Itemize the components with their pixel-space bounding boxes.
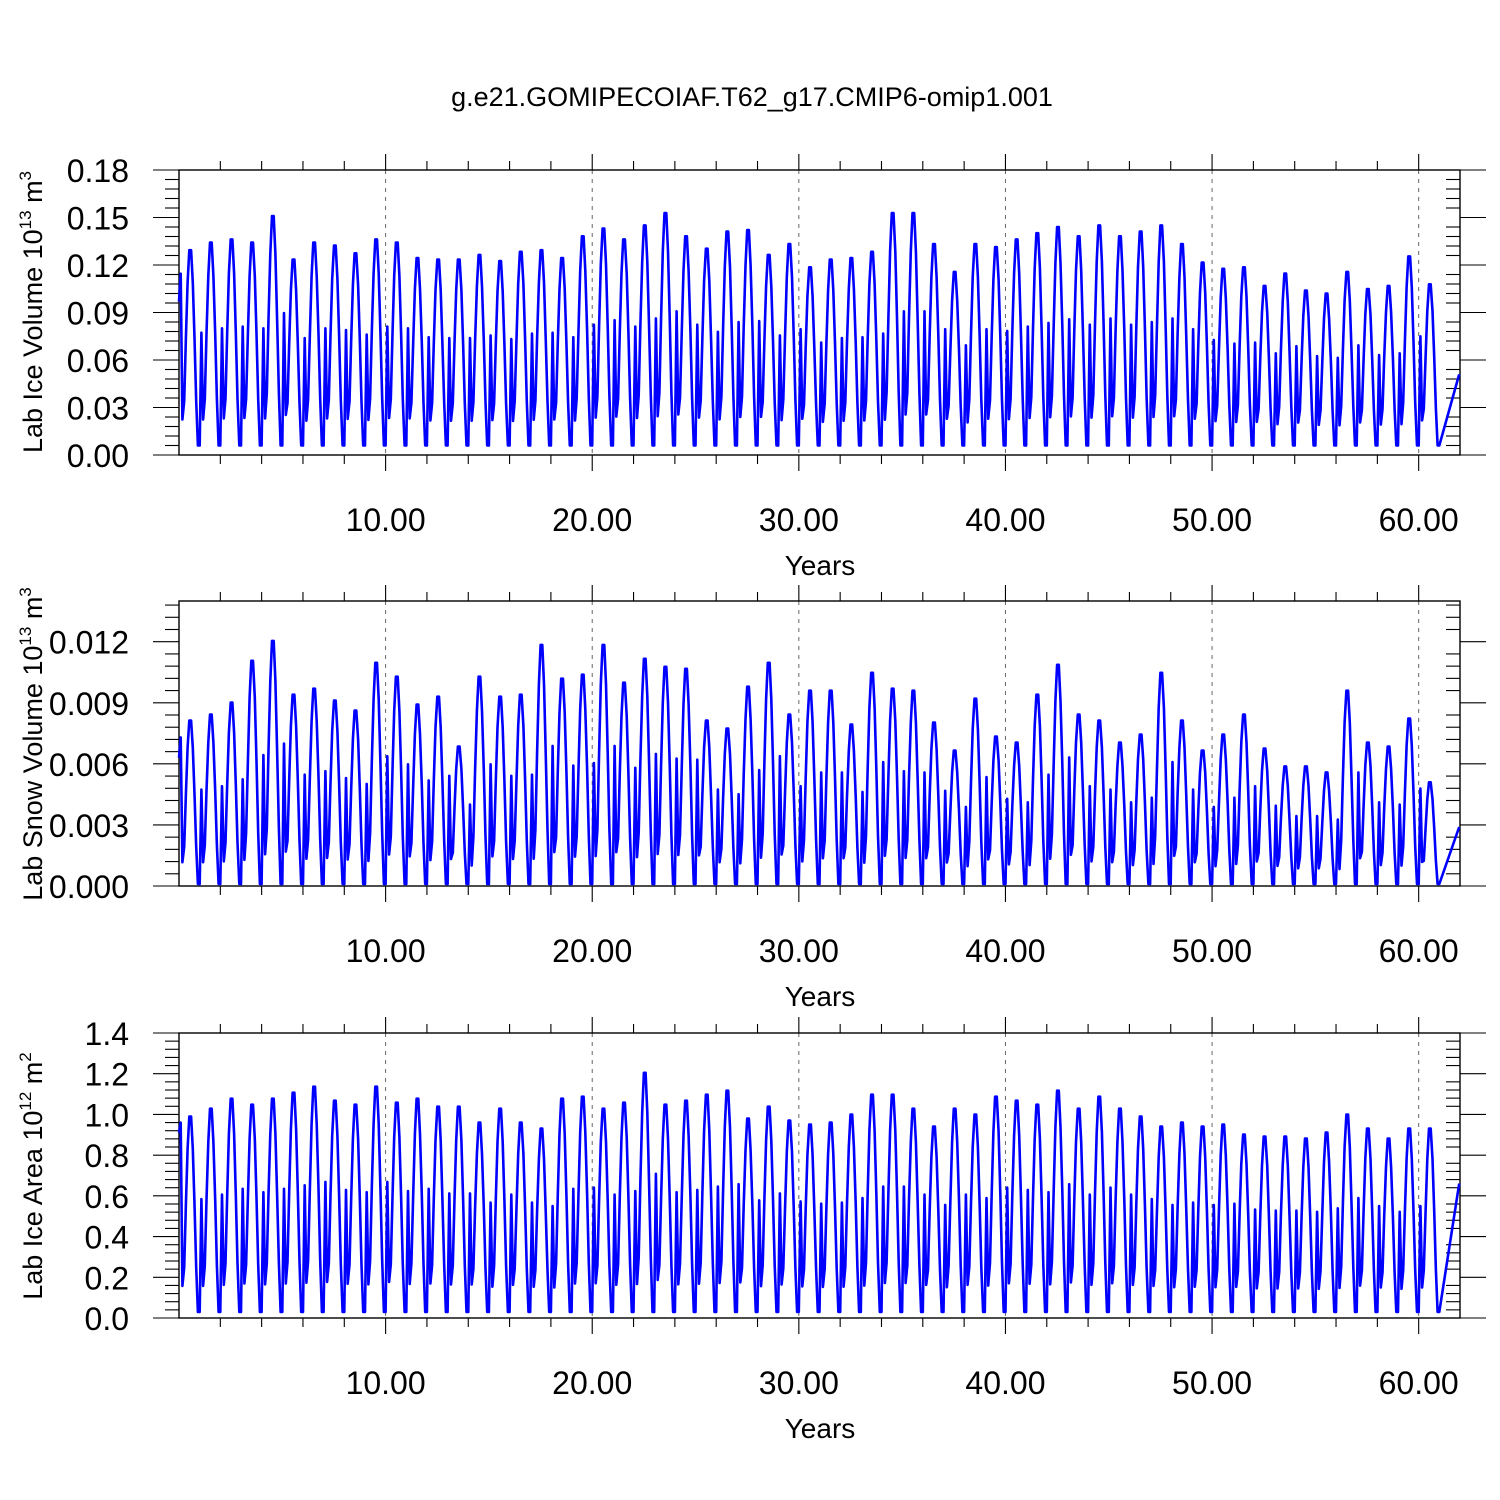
series-line	[177, 639, 1461, 886]
y-axis-title: Lab Ice Area 1012 m2	[16, 1052, 48, 1300]
y-tick-label: 0.003	[49, 808, 129, 844]
y-tick-label: 0.03	[67, 391, 129, 427]
y-axis-title-unit-exponent: 2	[16, 1052, 35, 1061]
y-tick-label: 0.009	[49, 686, 129, 722]
y-tick-label: 0.0	[85, 1301, 129, 1337]
y-axis-title-unit: m	[18, 1062, 48, 1092]
y-axis-title-unit: m	[18, 180, 48, 210]
plot-frame	[178, 1032, 1461, 1319]
y-tick-label: 0.6	[85, 1179, 129, 1215]
y-axis-title-exponent: 13	[16, 210, 35, 229]
x-tick-label: 60.00	[1379, 502, 1459, 538]
x-tick-label: 40.00	[965, 502, 1045, 538]
x-tick-label: 10.00	[346, 933, 426, 969]
y-tick-label: 0.06	[67, 343, 129, 379]
x-tick-label: 30.00	[759, 933, 839, 969]
x-tick-label: 50.00	[1172, 933, 1252, 969]
chart-panel-1: 10.00 20.00 30.00 40.00 50.00 60.00 Years 0.00 0…	[16, 153, 1486, 581]
y-tick-label: 0.4	[85, 1220, 129, 1256]
y-tick-label: 0.09	[67, 296, 129, 332]
y-axis-title: Lab Ice Volume 1013 m3	[16, 171, 48, 453]
y-axis-title-main: Lab Ice Area 10	[18, 1111, 48, 1300]
y-tick-label: 0.012	[49, 625, 129, 661]
chart-panel-2: 10.00 20.00 30.00 40.00 50.00 60.00 Years 0.000…	[16, 585, 1486, 1012]
x-tick-label: 10.00	[346, 502, 426, 538]
x-tick-label: 40.00	[965, 933, 1045, 969]
x-tick-label: 10.00	[346, 1365, 426, 1401]
y-axis-title-main: Lab Ice Volume 10	[18, 229, 48, 453]
x-tick-label: 30.00	[759, 502, 839, 538]
y-axis-title-unit: m	[18, 597, 48, 627]
y-axis-title-exponent: 12	[16, 1092, 35, 1111]
panels-group: 10.00 20.00 30.00 40.00 50.00 60.00Years0.000…	[16, 153, 1486, 1444]
x-tick-label: 60.00	[1379, 933, 1459, 969]
x-tick-label: 50.00	[1172, 502, 1252, 538]
y-tick-label: 0.8	[85, 1138, 129, 1174]
x-tick-label: 20.00	[552, 933, 632, 969]
x-axis-title: Years	[785, 981, 856, 1012]
y-axis-title: Lab Snow Volume 1013 m3	[16, 587, 48, 901]
y-tick-label: 0.12	[67, 248, 129, 284]
y-tick-label: 1.0	[85, 1097, 129, 1133]
y-tick-label: 0.000	[49, 869, 129, 905]
x-tick-label: 40.00	[965, 1365, 1045, 1401]
y-tick-label: 0.006	[49, 747, 129, 783]
x-tick-label: 20.00	[552, 502, 632, 538]
x-tick-label: 60.00	[1379, 1365, 1459, 1401]
y-tick-label: 0.00	[67, 438, 129, 474]
chart-panel-3: 10.00 20.00 30.00 40.00 50.00 60.00 Years 0.0 0.…	[16, 1016, 1486, 1444]
x-tick-label: 20.00	[552, 1365, 632, 1401]
chart-main-title: g.e21.GOMIPECOIAF.T62_g17.CMIP6-omip1.00…	[451, 82, 1053, 112]
y-tick-label: 1.4	[85, 1016, 129, 1052]
x-axis-title: Years	[785, 1413, 856, 1444]
series-line	[177, 1071, 1461, 1314]
x-tick-label: 50.00	[1172, 1365, 1252, 1401]
y-tick-label: 0.2	[85, 1260, 129, 1296]
series-line	[177, 211, 1461, 447]
y-axis-title-exponent: 13	[16, 627, 35, 646]
y-tick-label: 1.2	[85, 1057, 129, 1093]
y-axis-title-main: Lab Snow Volume 10	[18, 646, 48, 901]
y-tick-label: 0.18	[67, 153, 129, 189]
x-tick-label: 30.00	[759, 1365, 839, 1401]
y-tick-label: 0.15	[67, 201, 129, 237]
y-axis-title-unit-exponent: 3	[16, 587, 35, 596]
y-axis-title-unit-exponent: 3	[16, 171, 35, 180]
x-axis-title: Years	[785, 550, 856, 581]
